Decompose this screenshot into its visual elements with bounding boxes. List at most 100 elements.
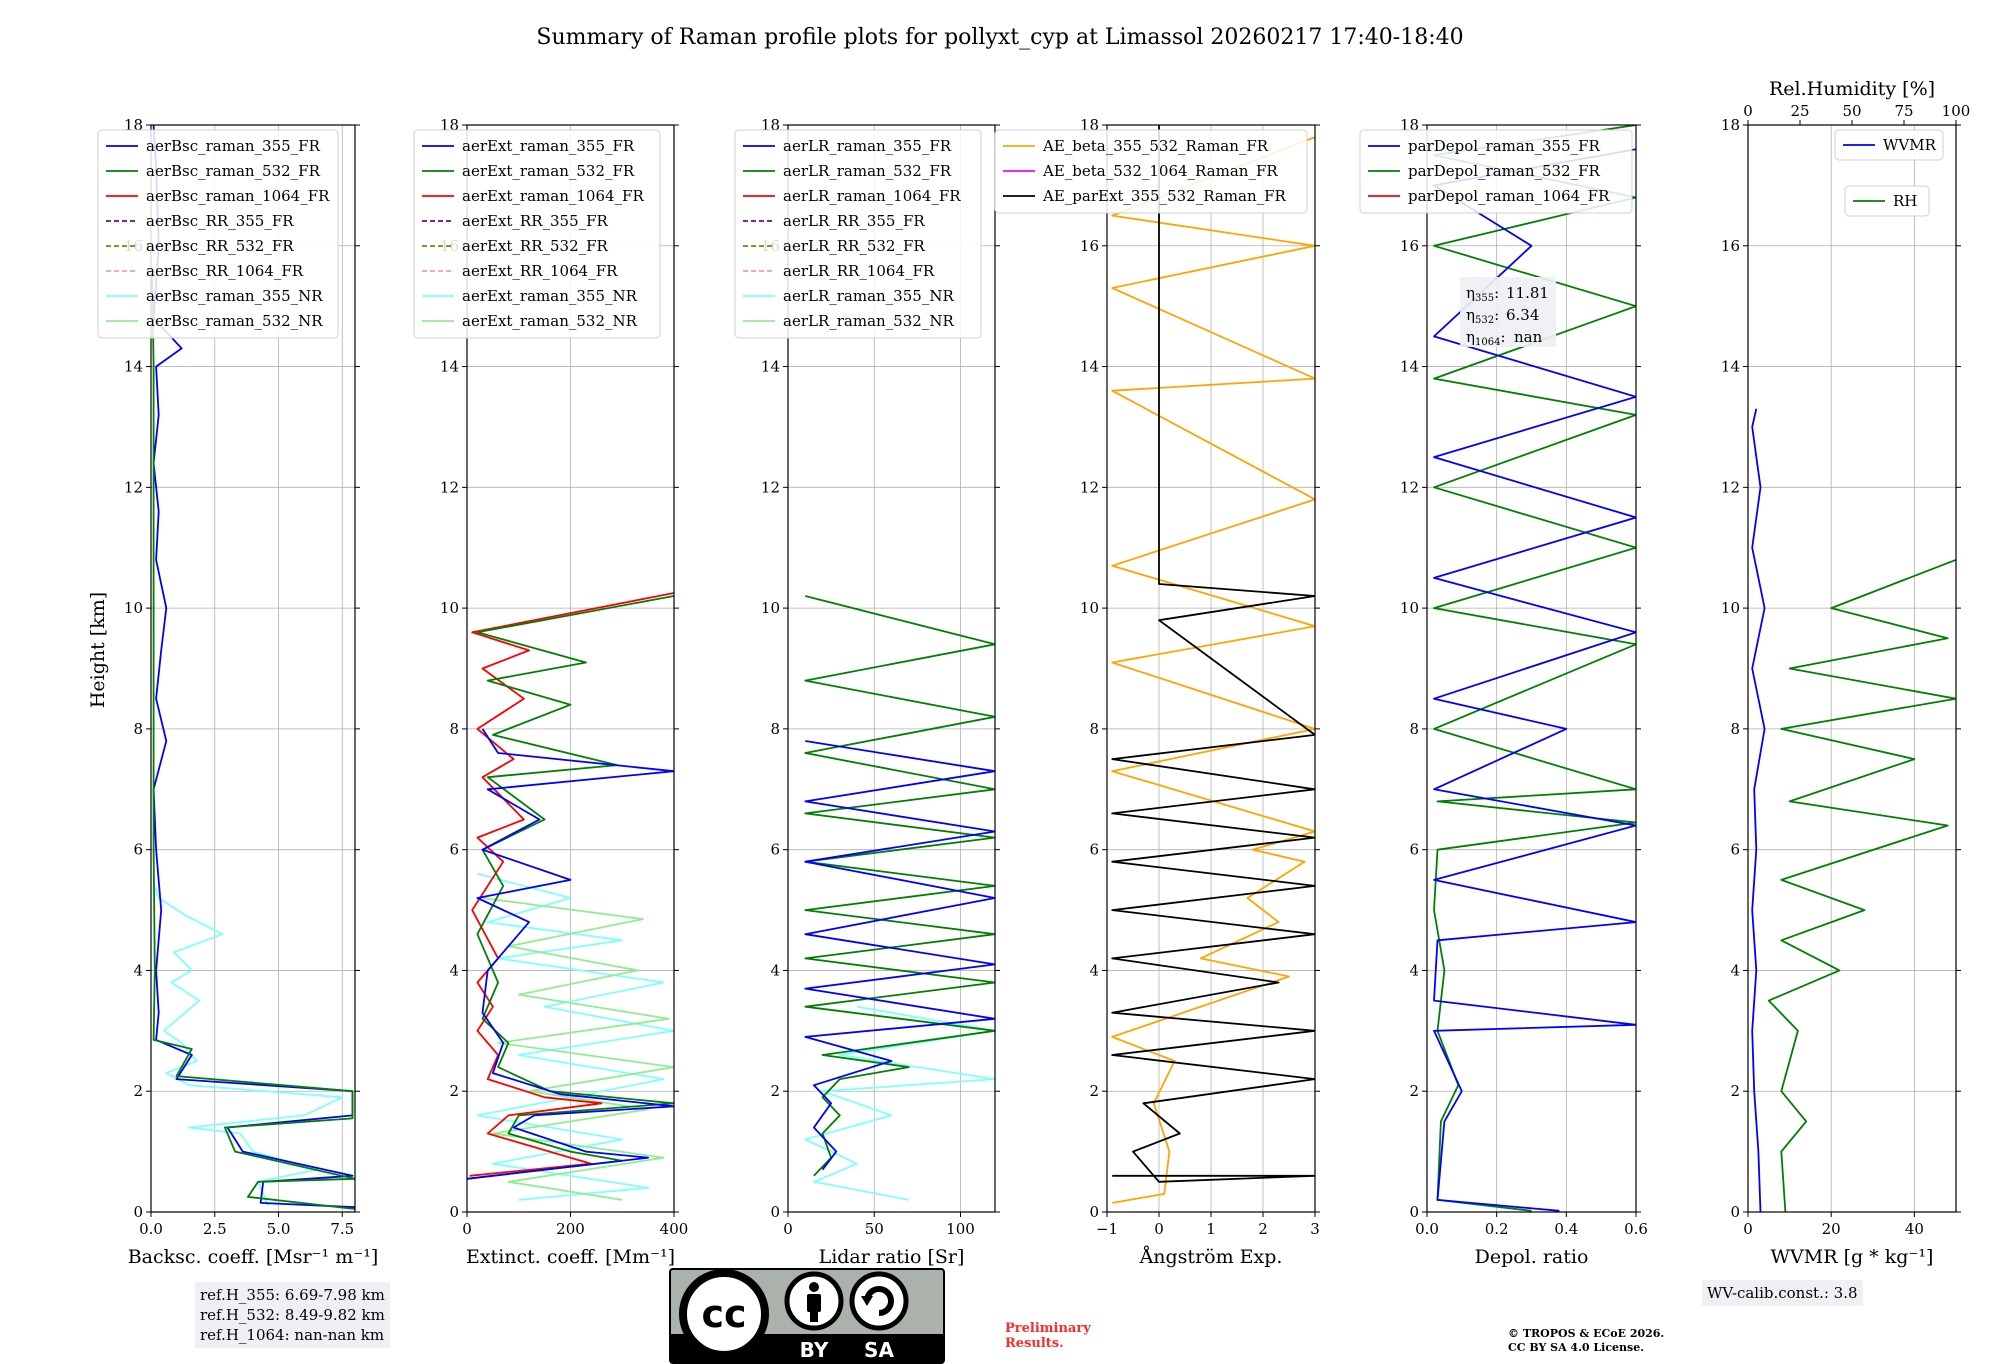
by-label: BY bbox=[800, 1338, 829, 1362]
y-tick-label: 14 bbox=[1400, 358, 1419, 376]
legend-label: aerLR_RR_532_FR bbox=[783, 237, 925, 255]
y-tick-label: 12 bbox=[440, 478, 459, 496]
share-alike-icon bbox=[849, 1271, 909, 1331]
figure-title: Summary of Raman profile plots for polly… bbox=[536, 25, 1463, 50]
legend-label: aerExt_raman_532_FR bbox=[462, 162, 635, 180]
series-line-aerLR_raman_355_FR bbox=[804, 740, 995, 1171]
series-line-aerExt_raman_532_NR bbox=[482, 897, 674, 1201]
y-tick-label: 8 bbox=[133, 720, 143, 738]
y-tick-label: 0 bbox=[1409, 1203, 1419, 1221]
top-x-tick-label: 50 bbox=[1842, 102, 1861, 120]
series-group bbox=[1751, 408, 1956, 1212]
y-tick-label: 12 bbox=[124, 478, 143, 496]
eta-1064-label: η1064: bbox=[1466, 328, 1506, 348]
y-tick-label: 10 bbox=[1080, 599, 1099, 617]
preliminary-note: Preliminary Results. bbox=[1005, 1321, 1091, 1351]
y-tick-label: 10 bbox=[124, 599, 143, 617]
legend-label: AE_parExt_355_532_Raman_FR bbox=[1042, 187, 1287, 205]
panel-lidar_ratio: 024681012141618050100Lidar ratio [Sr]aer… bbox=[734, 116, 1000, 1268]
cc-license-badge: cc BY SA bbox=[669, 1268, 945, 1364]
top-x-axis-label: Rel.Humidity [%] bbox=[1769, 78, 1935, 100]
legend-label: WVMR bbox=[1883, 136, 1937, 154]
legend-label: aerBsc_RR_1064_FR bbox=[146, 262, 304, 280]
legend-label: aerLR_raman_355_NR bbox=[783, 287, 954, 305]
y-tick-label: 4 bbox=[449, 961, 459, 979]
legend-label: aerBsc_raman_355_FR bbox=[146, 137, 321, 155]
y-tick-label: 6 bbox=[133, 841, 143, 859]
y-tick-label: 8 bbox=[1730, 720, 1740, 738]
x-tick-label: 0.4 bbox=[1554, 1220, 1578, 1238]
y-tick-label: 4 bbox=[1409, 961, 1419, 979]
legend-label: aerExt_RR_355_FR bbox=[462, 212, 609, 230]
legend: AE_beta_355_532_Raman_FR AE_beta_532_1064… bbox=[994, 129, 1308, 214]
legend-label: aerBsc_raman_532_NR bbox=[146, 312, 323, 330]
legend-label: aerExt_raman_532_NR bbox=[462, 312, 638, 330]
y-tick-label: 10 bbox=[440, 599, 459, 617]
reference-height-box: ref.H_355: 6.69-7.98 km ref.H_532: 8.49-… bbox=[195, 1282, 390, 1348]
eta-532-label: η532: bbox=[1466, 306, 1499, 326]
copyright-line-2: CC BY SA 4.0 License. bbox=[1508, 1341, 1645, 1354]
top-x-tick-label: 100 bbox=[1942, 102, 1971, 120]
copyright-note: © TROPOS & ECoE 2026. CC BY SA 4.0 Licen… bbox=[1508, 1327, 1664, 1355]
x-tick-label: 0.0 bbox=[139, 1220, 163, 1238]
legend-label: aerLR_raman_355_FR bbox=[783, 137, 952, 155]
plot-frame bbox=[150, 124, 356, 1213]
y-tick-label: 4 bbox=[770, 961, 780, 979]
x-axis-label: Extinct. coeff. [Mm⁻¹] bbox=[466, 1246, 675, 1268]
x-tick-label: 50 bbox=[865, 1220, 884, 1238]
x-tick-label: 0 bbox=[462, 1220, 472, 1238]
legend-label: aerBsc_raman_1064_FR bbox=[146, 187, 330, 205]
x-tick-label: 0.0 bbox=[1415, 1220, 1439, 1238]
legend-label: aerLR_raman_532_NR bbox=[783, 312, 954, 330]
y-tick-label: 14 bbox=[1080, 358, 1099, 376]
plot-frame bbox=[1426, 124, 1637, 1213]
legend-box bbox=[413, 129, 661, 339]
legend-box bbox=[97, 129, 339, 339]
y-tick-label: 16 bbox=[1080, 237, 1099, 255]
series-line-aerExt_raman_532_FR bbox=[467, 595, 674, 1180]
annotation-box bbox=[1460, 277, 1556, 347]
legend-label: parDepol_raman_355_FR bbox=[1408, 137, 1601, 155]
series-line-aerLR_raman_355_NR bbox=[804, 1005, 995, 1201]
x-axis-label: WVMR [g * kg⁻¹] bbox=[1771, 1246, 1934, 1268]
series-line-aerBsc_raman_532_FR bbox=[151, 275, 355, 1210]
eta-355-label: η355: bbox=[1466, 284, 1499, 304]
x-tick-label: −1 bbox=[1096, 1220, 1118, 1238]
top-x-tick-label: 75 bbox=[1894, 102, 1913, 120]
y-tick-label: 18 bbox=[1721, 116, 1740, 134]
x-tick-label: 200 bbox=[556, 1220, 585, 1238]
legend-label: aerExt_RR_1064_FR bbox=[462, 262, 618, 280]
y-tick-label: 6 bbox=[1409, 841, 1419, 859]
legend-label: RH bbox=[1893, 192, 1917, 210]
legend-box bbox=[1844, 185, 1930, 217]
series-line-WVMR bbox=[1751, 408, 1766, 1212]
legend: aerBsc_raman_355_FR aerBsc_raman_532_FRae… bbox=[97, 129, 339, 339]
legend-label: aerLR_RR_1064_FR bbox=[783, 262, 935, 280]
series-group bbox=[804, 595, 995, 1201]
x-tick-label: 0 bbox=[1154, 1220, 1164, 1238]
legend-box bbox=[994, 129, 1308, 214]
series-line-RH bbox=[1767, 558, 1956, 1212]
y-tick-label: 14 bbox=[440, 358, 459, 376]
legend-label: AE_beta_355_532_Raman_FR bbox=[1042, 137, 1269, 155]
y-tick-label: 14 bbox=[761, 358, 780, 376]
legend-label: aerLR_raman_1064_FR bbox=[783, 187, 961, 205]
series-group bbox=[467, 592, 674, 1201]
series-line-aerExt_raman_355_FR bbox=[467, 728, 674, 1180]
refh-1064: ref.H_1064: nan-nan km bbox=[200, 1326, 385, 1344]
y-tick-label: 0 bbox=[133, 1203, 143, 1221]
x-axis-label: Depol. ratio bbox=[1475, 1246, 1589, 1268]
series-line-AE_parExt_355_532_Raman_FR bbox=[1111, 125, 1315, 1183]
legend-label: aerBsc_raman_355_NR bbox=[146, 287, 323, 305]
y-tick-label: 2 bbox=[449, 1082, 459, 1100]
y-tick-label: 8 bbox=[449, 720, 459, 738]
x-tick-label: 0 bbox=[783, 1220, 793, 1238]
x-tick-label: 20 bbox=[1822, 1220, 1841, 1238]
series-group bbox=[1433, 125, 1636, 1212]
y-tick-label: 4 bbox=[133, 961, 143, 979]
series-group bbox=[1111, 125, 1315, 1204]
prelim-line-1: Preliminary bbox=[1005, 1321, 1091, 1336]
y-tick-label: 6 bbox=[1730, 841, 1740, 859]
legend-label: aerLR_raman_532_FR bbox=[783, 162, 952, 180]
